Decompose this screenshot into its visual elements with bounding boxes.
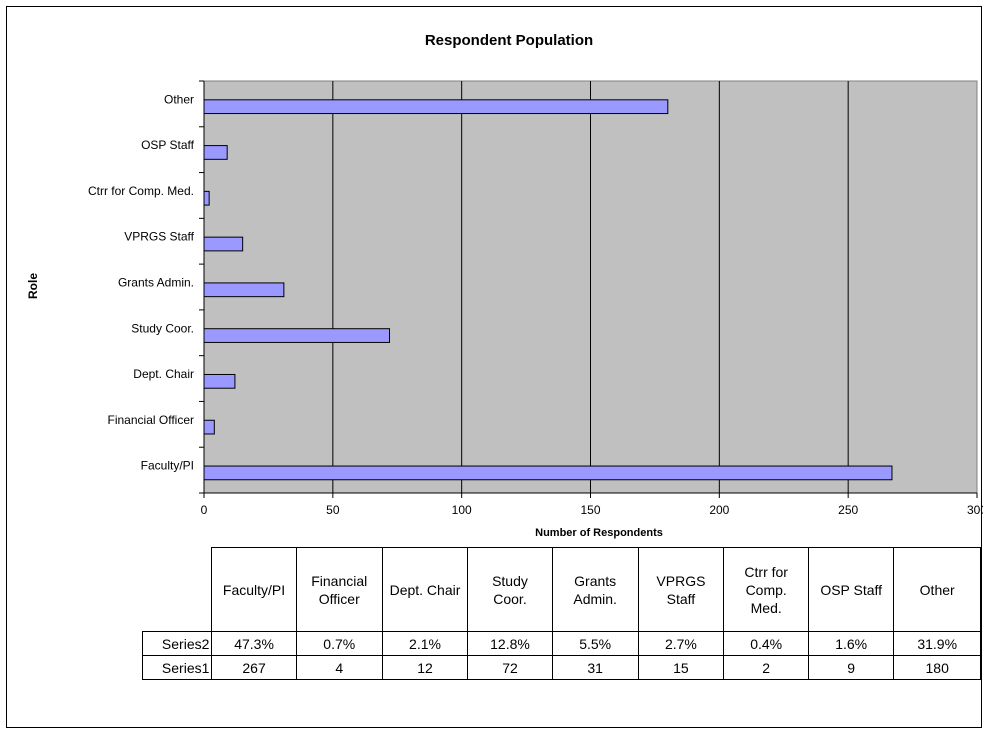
series1-cell-vprgs-staff: 15 [637, 655, 725, 680]
series1-cell-faculty-pi: 267 [211, 655, 297, 680]
x-tick-label-0: 0 [201, 503, 208, 517]
bar-ctrr-for-comp-med [203, 190, 210, 206]
y-tick-label-grants-admin: Grants Admin. [118, 276, 194, 290]
series2-cell-osp-staff: 1.6% [808, 631, 895, 656]
series1-cell-study-coor: 72 [467, 655, 553, 680]
series1-cell-financial-officer: 4 [295, 655, 383, 680]
series2-cell-vprgs-staff: 2.7% [637, 631, 725, 656]
table-header-ctrr-for-comp-med: Ctrr for Comp. Med. [723, 547, 810, 632]
bar-faculty-pi [203, 465, 893, 481]
data-table-header-row: Faculty/PI Financial Officer Dept. Chair Stu… [142, 547, 981, 632]
y-tick-label-other: Other [164, 92, 194, 106]
y-tick-label-dept-chair: Dept. Chair [133, 367, 194, 381]
series2-cell-other: 31.9% [893, 631, 981, 656]
x-tick-label-100: 100 [452, 503, 472, 517]
data-table-corner [142, 547, 213, 632]
chart-title: Respondent Population [425, 32, 593, 49]
series1-cell-other: 180 [893, 655, 981, 680]
bar-osp-staff [203, 145, 228, 160]
y-tick-label-faculty-pi: Faculty/PI [141, 459, 194, 473]
table-header-faculty-pi: Faculty/PI [211, 547, 297, 632]
x-tick-label-200: 200 [709, 503, 729, 517]
x-tick-label-250: 250 [838, 503, 858, 517]
bar-vprgs-staff [203, 236, 244, 252]
series1-cell-dept-chair: 12 [381, 655, 469, 680]
bar-dept-chair [203, 373, 236, 389]
series1-cell-ctrr-for-comp-med: 2 [723, 655, 810, 680]
bar-chart: Respondent Population 0 50 100 150 200 250 300… [26, 32, 983, 539]
x-axis-title: Number of Respondents [535, 527, 663, 539]
table-header-study-coor: Study Coor. [467, 547, 553, 632]
table-header-dept-chair: Dept. Chair [381, 547, 469, 632]
x-tick-labels: 0 50 100 150 200 250 300 [201, 503, 983, 517]
series2-cell-ctrr-for-comp-med: 0.4% [723, 631, 810, 656]
bar-study-coor [203, 328, 391, 343]
data-table-row-series1: Series1 267 4 12 72 31 15 2 9 180 [141, 655, 981, 680]
y-tick-label-study-coor: Study Coor. [131, 321, 194, 335]
y-tick-label-financial-officer: Financial Officer [108, 413, 194, 427]
chart-frame: Respondent Population 0 50 100 150 200 250 300… [6, 6, 983, 728]
bar-financial-officer [203, 419, 215, 435]
series2-cell-financial-officer: 0.7% [295, 631, 383, 656]
x-tick-label-150: 150 [580, 503, 600, 517]
series2-cell-study-coor: 12.8% [467, 631, 553, 656]
y-axis-title: Role [26, 273, 40, 299]
series2-cell-faculty-pi: 47.3% [211, 631, 297, 656]
axes [199, 80, 978, 498]
data-table-row-series2: Series2 47.3% 0.7% 2.1% 12.8% 5.5% 2.7% 0.4% 1.… [141, 631, 981, 656]
table-header-grants-admin: Grants Admin. [551, 547, 639, 632]
series2-cell-dept-chair: 2.1% [381, 631, 469, 656]
y-tick-label-osp-staff: OSP Staff [141, 138, 195, 152]
table-header-vprgs-staff: VPRGS Staff [637, 547, 725, 632]
series2-row-label: Series2 [141, 631, 213, 656]
y-tick-label-ctrr-for-comp-med: Ctrr for Comp. Med. [88, 184, 194, 198]
bar-other [203, 99, 669, 115]
y-tick-labels: Faculty/PI Financial Officer Dept. Chair St… [88, 92, 195, 472]
x-tick-label-300: 300 [967, 503, 983, 517]
gridlines [332, 81, 849, 493]
series1-cell-grants-admin: 31 [551, 655, 639, 680]
series1-row-label: Series1 [141, 655, 213, 680]
data-table: Faculty/PI Financial Officer Dept. Chair Stu… [141, 547, 981, 680]
table-header-other: Other [893, 547, 981, 632]
series2-cell-grants-admin: 5.5% [551, 631, 639, 656]
table-header-financial-officer: Financial Officer [295, 547, 383, 632]
bar-grants-admin [203, 282, 285, 298]
series1-cell-osp-staff: 9 [808, 655, 895, 680]
x-tick-label-50: 50 [326, 503, 340, 517]
table-header-osp-staff: OSP Staff [808, 547, 895, 632]
y-tick-label-vprgs-staff: VPRGS Staff [124, 230, 194, 244]
